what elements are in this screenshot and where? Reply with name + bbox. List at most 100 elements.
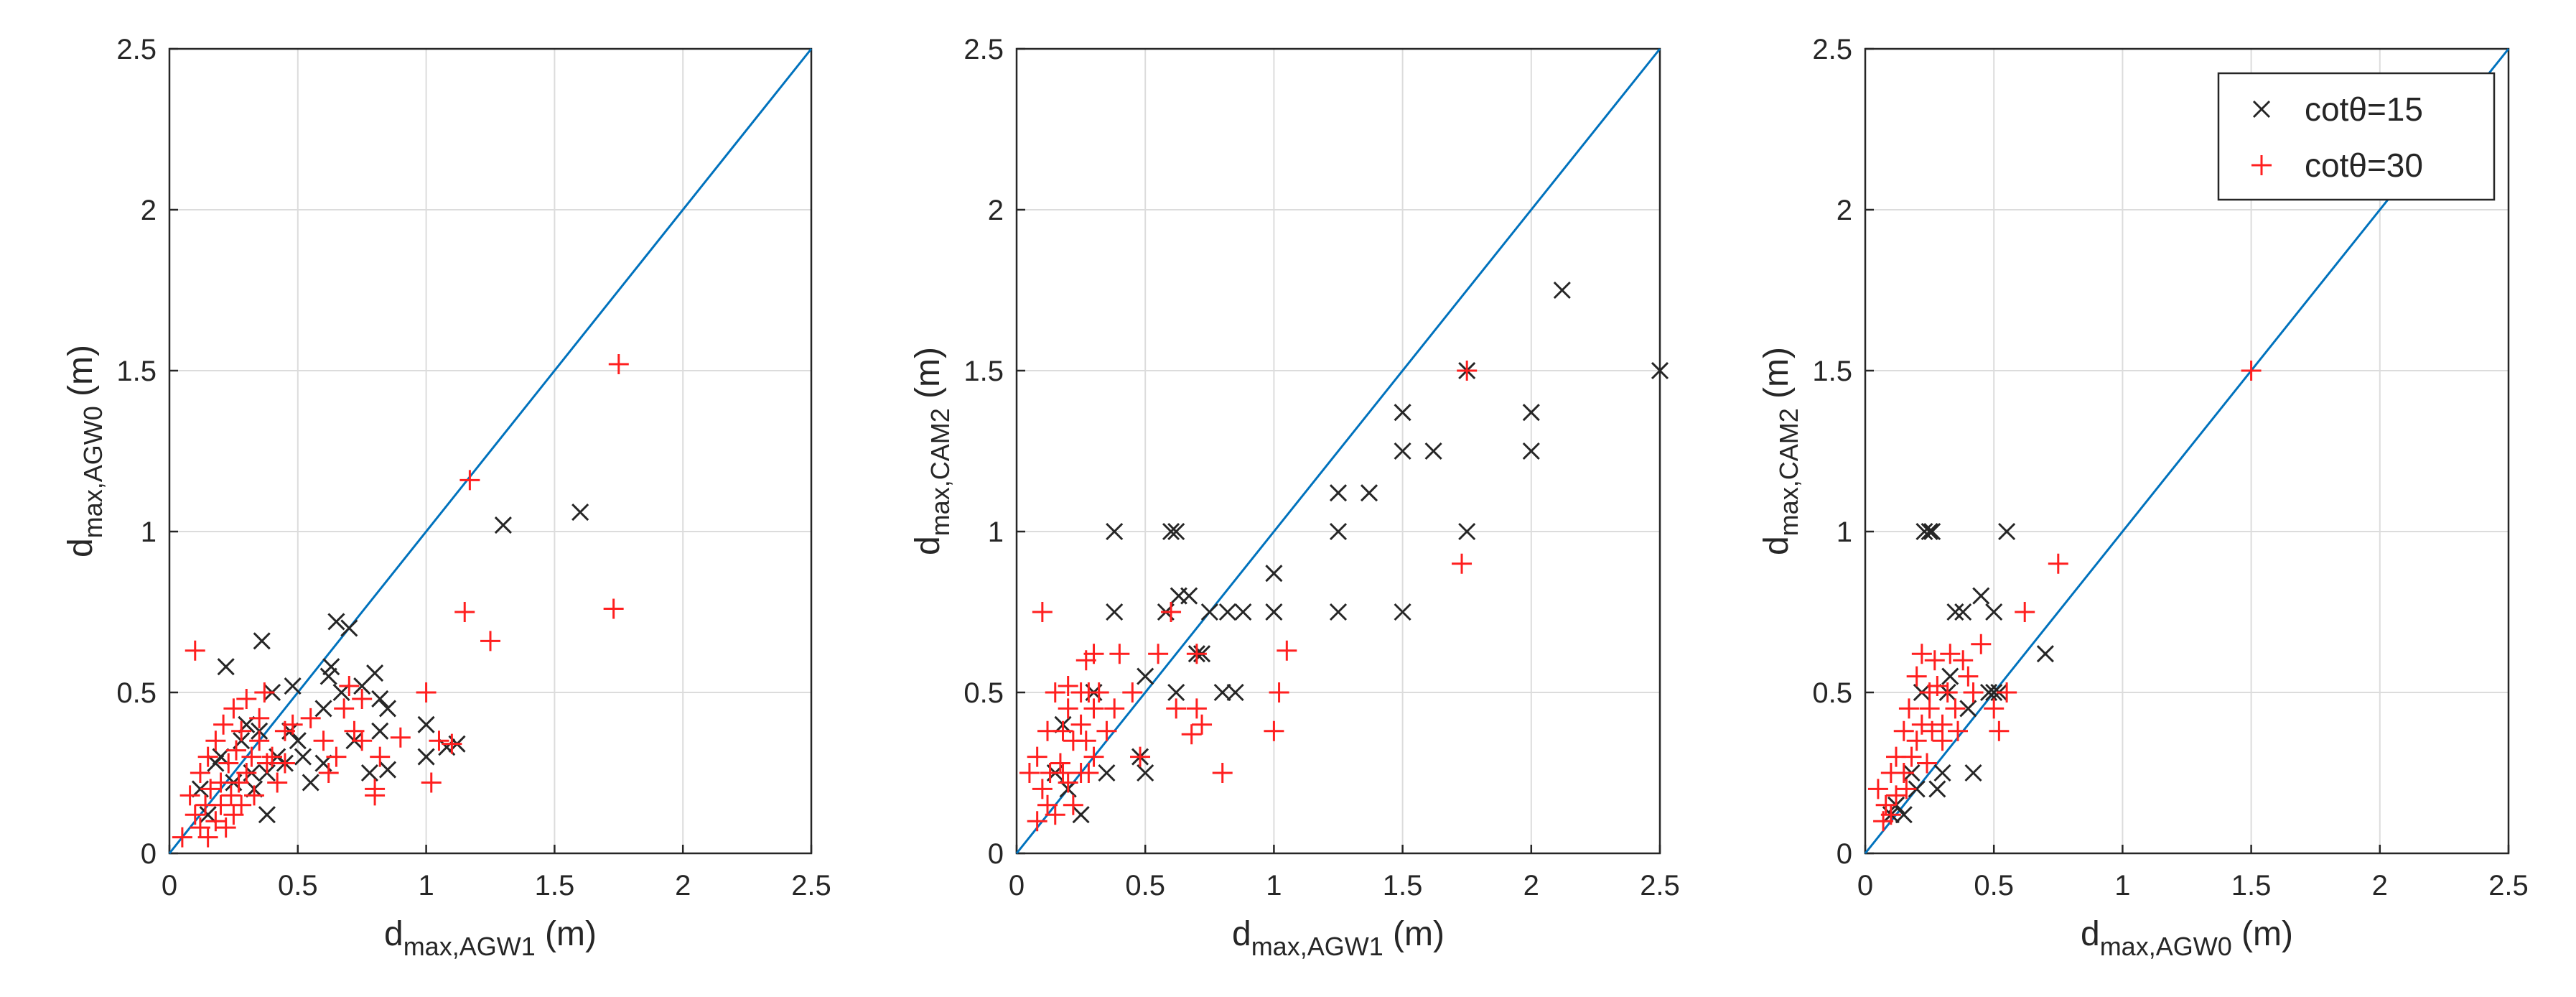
data-point (1886, 785, 1907, 806)
data-point (1329, 484, 1348, 502)
x-tick-label: 2 (675, 870, 691, 901)
data-point (1200, 603, 1218, 621)
data-point (1984, 698, 2005, 719)
data-point (1329, 522, 1348, 541)
data-point (267, 772, 288, 793)
data-point (371, 722, 389, 740)
y-tick-label: 2 (1837, 195, 1852, 226)
data-point (370, 746, 391, 767)
x-tick-label: 0 (1857, 870, 1873, 901)
data-point (1269, 682, 1289, 702)
data-point (1964, 764, 1982, 782)
series-cot15 (191, 504, 589, 824)
data-point (210, 794, 231, 815)
data-point (1928, 780, 1946, 798)
data-point (1893, 763, 1914, 783)
data-point (1458, 522, 1476, 541)
data-point (1181, 724, 1202, 745)
y-tick-label: 0.5 (116, 677, 157, 709)
data-point (172, 827, 192, 848)
data-point (1948, 720, 1969, 741)
data-point (1027, 811, 1047, 832)
data-point (1954, 603, 1972, 621)
data-point (1922, 720, 1943, 741)
data-point (1924, 650, 1945, 671)
data-point (1651, 361, 1669, 380)
data-point (417, 748, 435, 766)
legend-box (2217, 72, 2496, 201)
data-point (1959, 700, 1977, 718)
data-point (1972, 587, 1990, 605)
data-point (1027, 746, 1047, 767)
y-tick-label: 2.5 (1812, 34, 1852, 65)
x-tick-label: 1 (1266, 870, 1282, 901)
series-cot30 (172, 354, 629, 848)
data-point (1940, 644, 1961, 664)
data-point (212, 748, 230, 766)
data-point (217, 658, 235, 676)
x-tick-label: 2 (1523, 870, 1539, 901)
data-point (1167, 522, 1185, 541)
data-point (1264, 720, 1284, 741)
data-point (1522, 404, 1540, 422)
data-point (313, 731, 334, 751)
x-tick-label: 0.5 (1125, 870, 1165, 901)
y-tick-label: 1.5 (963, 356, 1004, 387)
data-point (1162, 522, 1180, 541)
y-tick-label: 1.5 (116, 356, 157, 387)
data-point (190, 763, 210, 783)
data-point (1234, 603, 1252, 621)
data-point (2048, 553, 2068, 574)
data-point (1932, 731, 1953, 751)
data-point (1893, 720, 1914, 741)
data-point (1098, 764, 1116, 782)
data-point (1130, 746, 1151, 767)
axes-frame (168, 47, 813, 855)
y-tick-label: 0.5 (1812, 677, 1852, 709)
data-point (378, 700, 397, 718)
y-tick-label: 2 (141, 195, 157, 226)
data-point (210, 772, 231, 793)
data-point (1148, 644, 1169, 664)
data-point (1277, 640, 1297, 661)
data-point (1329, 603, 1348, 621)
data-point (215, 817, 236, 838)
data-point (1265, 565, 1283, 583)
data-point (1394, 442, 1411, 460)
data-point (1522, 442, 1540, 460)
data-point (327, 613, 345, 631)
data-point (1915, 522, 1933, 541)
x-tick-label: 2.5 (1640, 870, 1680, 901)
data-point (314, 700, 332, 718)
data-point (1063, 794, 1083, 815)
data-point (480, 631, 500, 651)
data-point (1106, 522, 1124, 541)
data-point (199, 806, 217, 824)
legend-label: cotθ=30 (2305, 147, 2423, 184)
data-point (1963, 682, 1984, 702)
data-point (197, 827, 218, 848)
y-tick-label: 1 (141, 516, 157, 548)
y-tick-label: 1.5 (1812, 356, 1852, 387)
data-point (1985, 683, 2003, 702)
data-point (1989, 720, 2010, 741)
data-point (1075, 731, 1096, 751)
data-point (1953, 650, 1974, 671)
data-point (205, 811, 226, 832)
y-tick-label: 0 (1837, 838, 1852, 870)
data-point (340, 619, 358, 637)
data-point (1053, 763, 1073, 783)
data-point (1394, 603, 1411, 621)
data-point (284, 677, 302, 695)
data-point (1941, 667, 1959, 685)
y-tick-label: 2.5 (963, 34, 1004, 65)
data-point (1937, 682, 1958, 702)
data-point (1192, 714, 1213, 735)
data-point (2241, 361, 2262, 381)
y-tick-label: 0 (988, 838, 1004, 870)
data-point (352, 688, 373, 709)
data-point (416, 682, 437, 702)
legend: cotθ=15 cotθ=30 (2217, 72, 2496, 201)
data-point (2015, 602, 2035, 622)
